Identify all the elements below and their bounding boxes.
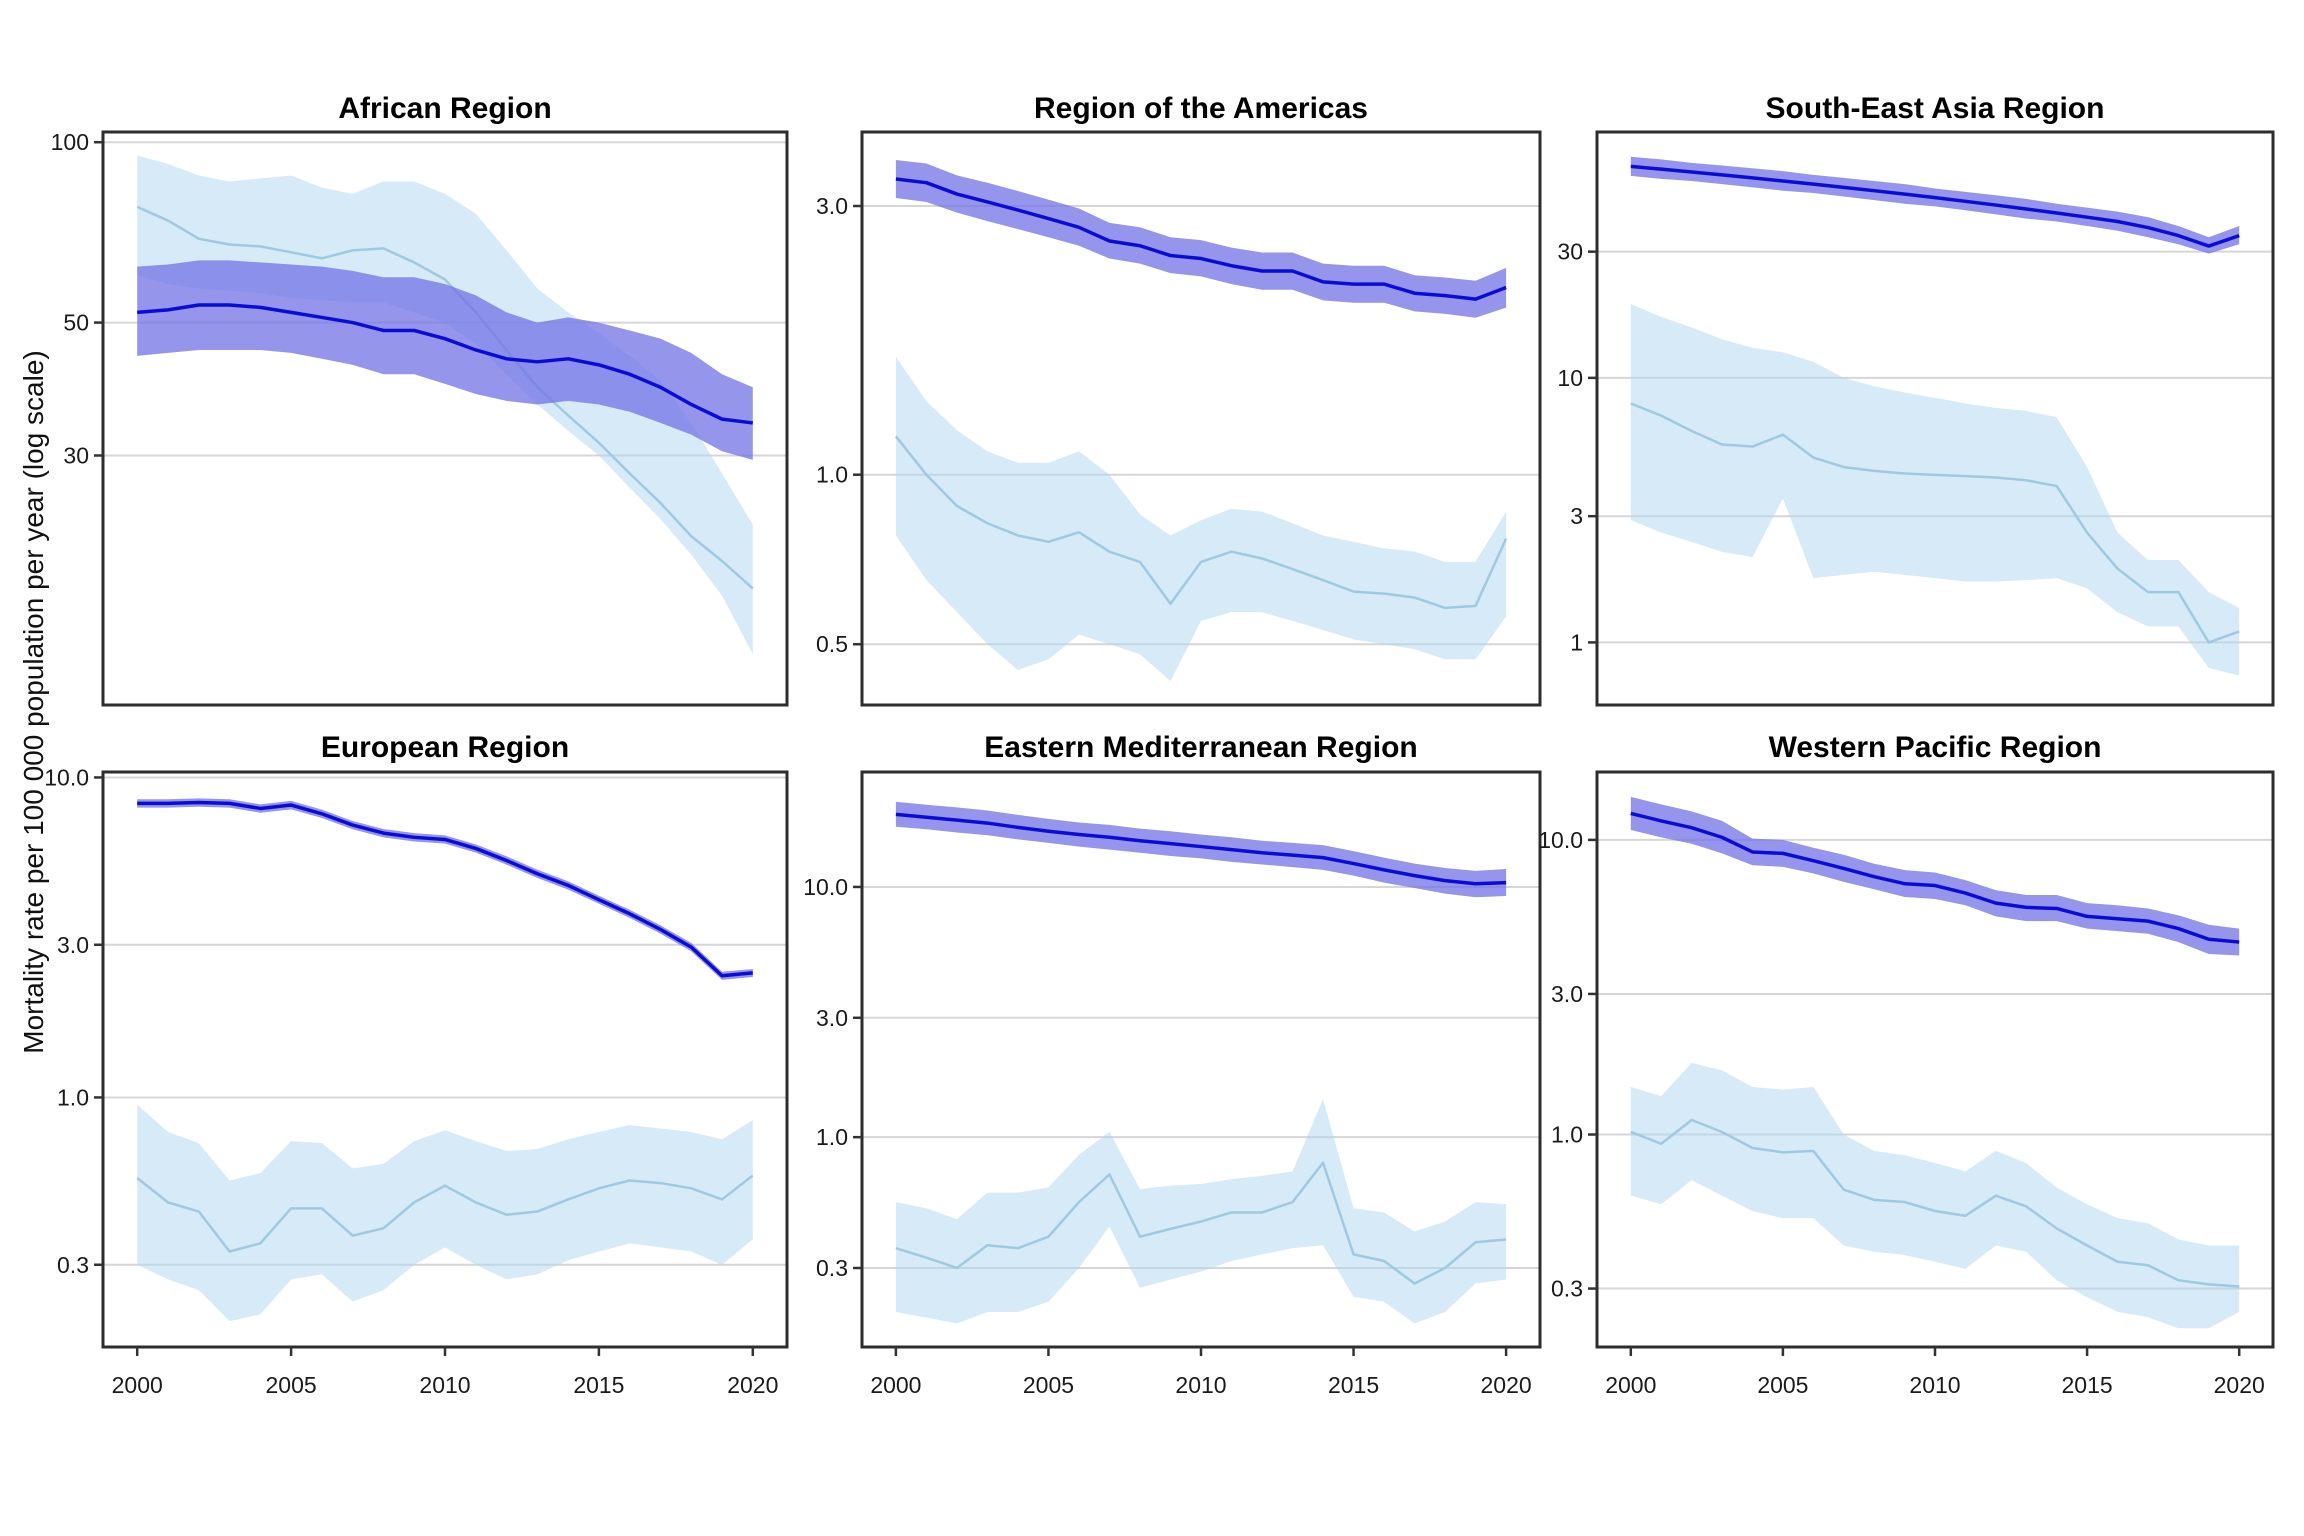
panel-title-african-region: African Region: [338, 92, 552, 125]
y-tick-label: 30: [63, 442, 89, 468]
x-tick-label: 2010: [1909, 1372, 1960, 1398]
y-tick-label: 1.0: [57, 1084, 89, 1110]
line-light-blue-estimate: [1630, 1118, 2240, 1288]
panel-title-european-region: European Region: [320, 731, 570, 764]
panel-frame: [101, 130, 789, 707]
line-light-blue-estimate: [895, 1161, 1507, 1285]
panel-title-south-east-asia-region: South-East Asia Region: [1765, 92, 2105, 125]
panel-frame: [860, 130, 1542, 707]
band-light-blue-estimate: [895, 1099, 1507, 1324]
panel-south-east-asia-region: 30 10 3 1: [1557, 130, 2275, 707]
x-tick-label: 2020: [1481, 1372, 1532, 1398]
x-tick-label: 2010: [1175, 1372, 1226, 1398]
line-light-blue-estimate: [136, 1174, 754, 1253]
y-tick-label: 0.5: [816, 631, 848, 657]
y-tick-label: 0.3: [816, 1255, 848, 1281]
band-dark-blue-estimate: [1630, 796, 2240, 956]
x-tick-label: 2000: [1605, 1372, 1656, 1398]
x-tick-label: 2005: [1023, 1372, 1074, 1398]
panel-european-region: 10.0 3.0 1.0 0.3 2000 2005 2010 2015 2020: [44, 764, 789, 1398]
y-tick-label: 1.0: [816, 462, 848, 488]
line-dark-blue-estimate: [137, 303, 754, 425]
x-tick-label: 2000: [112, 1372, 163, 1398]
x-tick-label: 2015: [573, 1372, 624, 1398]
y-tick-label: 10.0: [803, 874, 848, 900]
band-dark-blue-estimate: [895, 160, 1507, 318]
line-dark-blue-estimate: [137, 800, 753, 978]
band-light-blue-estimate: [1630, 304, 2240, 676]
panel-eastern-mediterranean-region: 10.0 3.0 1.0 0.3 2000 2005 2010 2015 2020: [803, 770, 1542, 1398]
y-tick-label: 3: [1570, 503, 1583, 529]
y-tick-label: 50: [63, 310, 89, 336]
x-tick-label: 2005: [1757, 1372, 1808, 1398]
line-dark-blue-estimate: [895, 177, 1507, 301]
y-tick-label: 10: [1557, 365, 1583, 391]
y-tick-label: 1: [1570, 629, 1583, 655]
band-dark-blue-estimate: [895, 801, 1507, 898]
x-tick-label: 2015: [2062, 1372, 2113, 1398]
panel-western-pacific-region: 10.0 3.0 1.0 0.3 2000 2005 2010 2015 2020: [1538, 770, 2275, 1398]
line-dark-blue-estimate: [895, 812, 1507, 886]
band-light-blue-estimate: [137, 1104, 753, 1322]
x-tick-label: 2010: [419, 1372, 470, 1398]
y-tick-label: 3.0: [816, 1005, 848, 1031]
y-tick-label: 30: [1557, 239, 1583, 265]
y-tick-label: 10.0: [1538, 827, 1583, 853]
y-tick-label: 3.0: [1551, 981, 1583, 1007]
panel-title-eastern-mediterranean-region: Eastern Mediterranean Region: [984, 731, 1418, 764]
y-tick-label: 0.3: [57, 1252, 89, 1278]
panel-frame: [1595, 130, 2275, 707]
line-dark-blue-estimate: [1630, 164, 2240, 248]
x-tick-label: 2005: [266, 1372, 317, 1398]
x-tick-label: 2000: [870, 1372, 921, 1398]
y-axis-label: Mortality rate per 100 000 population pe…: [18, 350, 49, 1054]
band-dark-blue-estimate: [1630, 156, 2240, 254]
band-dark-blue-estimate: [137, 260, 753, 460]
y-tick-label: 3.0: [816, 193, 848, 219]
band-light-blue-estimate: [1630, 1062, 2240, 1329]
y-tick-label: 1.0: [1551, 1122, 1583, 1148]
panel-title-region-of-the-americas: Region of the Americas: [1034, 92, 1368, 125]
band-dark-blue-estimate: [137, 798, 753, 980]
y-tick-label: 3.0: [57, 932, 89, 958]
panel-african-region: 100 50 30: [51, 129, 789, 707]
band-light-blue-estimate: [895, 356, 1507, 682]
x-tick-label: 2020: [2214, 1372, 2265, 1398]
line-light-blue-estimate: [894, 435, 1508, 610]
line-dark-blue-estimate: [1630, 811, 2240, 944]
y-tick-label: 0.3: [1551, 1276, 1583, 1302]
y-tick-label: 10.0: [44, 764, 89, 790]
line-light-blue-estimate: [136, 205, 754, 590]
y-tick-label: 1.0: [816, 1124, 848, 1150]
x-tick-label: 2020: [727, 1372, 778, 1398]
panel-title-western-pacific-region: Western Pacific Region: [1768, 731, 2102, 764]
panel-region-of-the-americas: 3.0 1.0 0.5: [816, 130, 1542, 707]
y-tick-label: 100: [51, 129, 89, 155]
x-tick-label: 2015: [1328, 1372, 1379, 1398]
line-light-blue-estimate: [1630, 402, 2240, 644]
